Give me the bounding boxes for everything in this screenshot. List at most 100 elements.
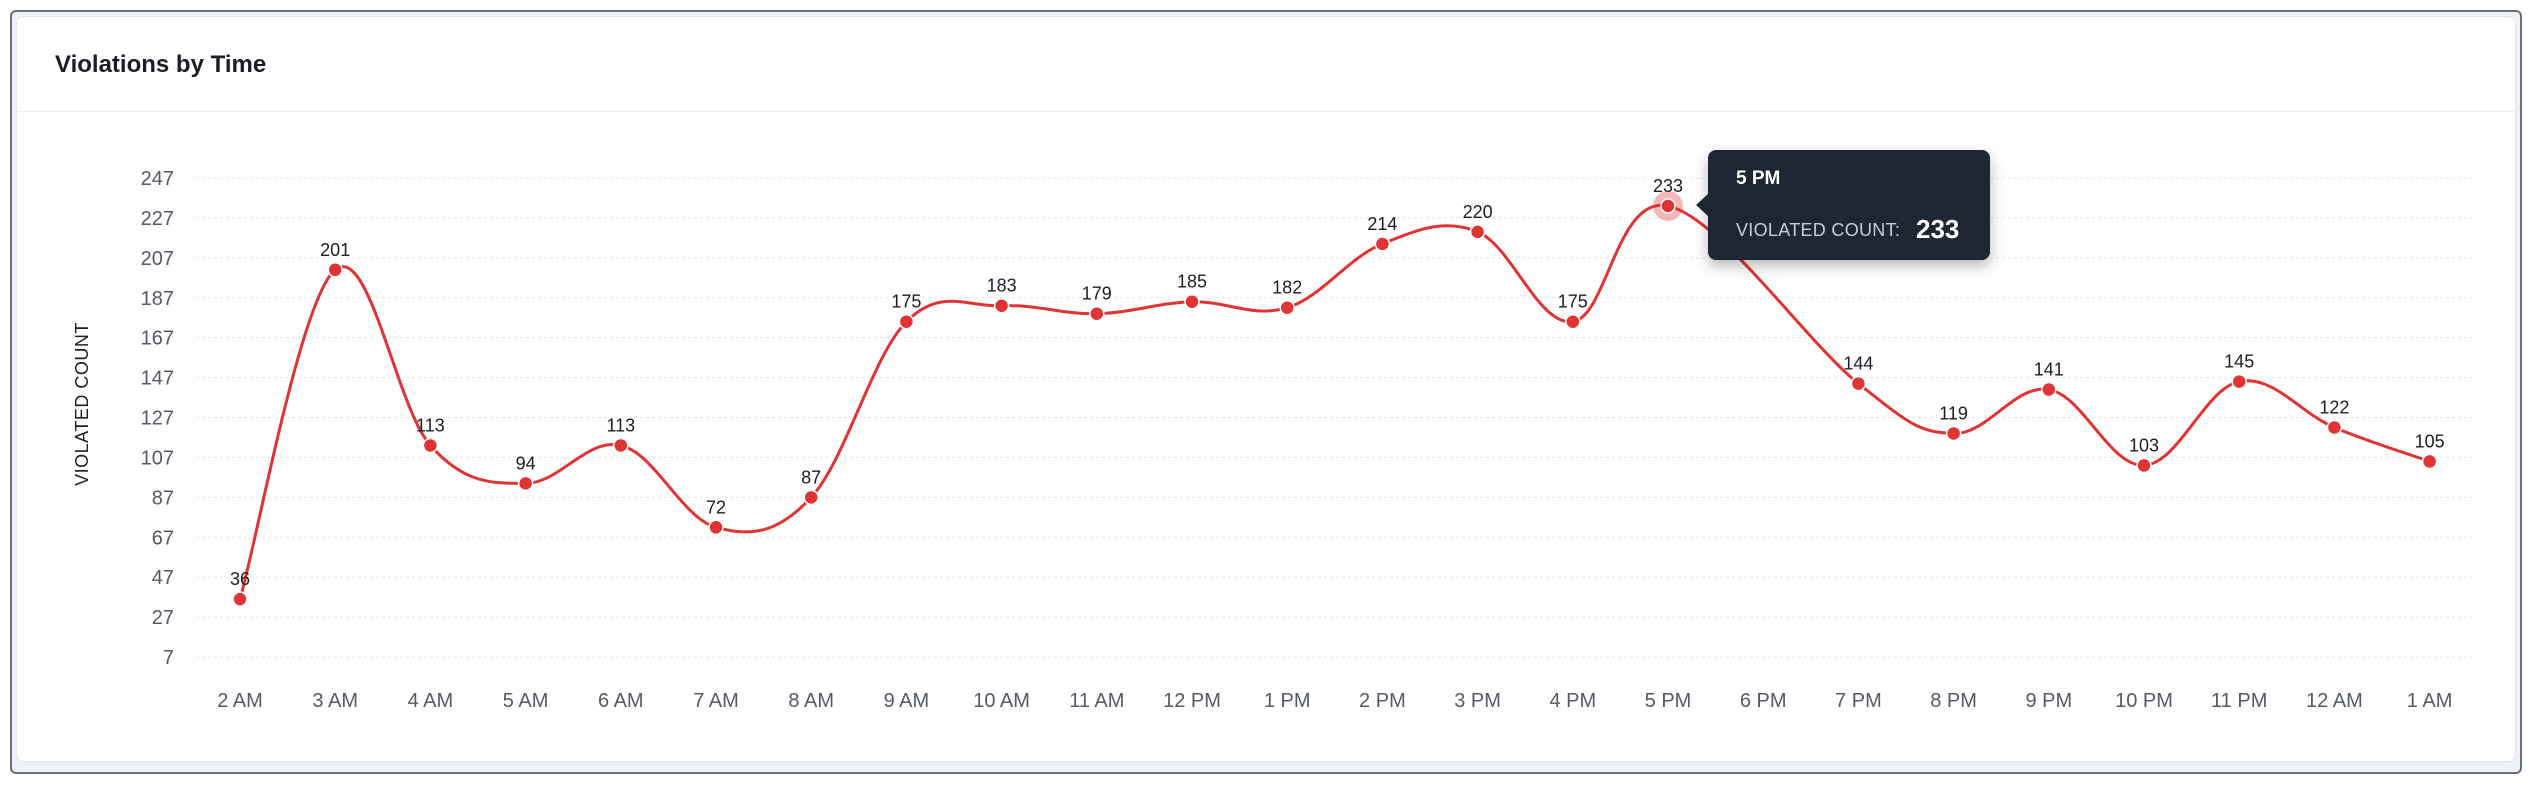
data-point[interactable] (708, 519, 724, 536)
y-tick-label: 207 (141, 248, 174, 270)
tooltip-label: VIOLATED COUNT: (1736, 220, 1901, 240)
x-tick-label: 5 AM (503, 690, 549, 712)
data-point[interactable] (1279, 299, 1295, 316)
data-point[interactable] (1469, 224, 1486, 240)
data-label: 119 (1939, 403, 1968, 423)
data-label: 183 (987, 276, 1017, 296)
series-line (238, 203, 2431, 600)
data-point[interactable] (803, 489, 819, 506)
y-tick-label: 247 (141, 168, 174, 190)
data-label: 175 (1558, 292, 1588, 312)
data-point[interactable] (898, 313, 915, 330)
data-point[interactable] (2041, 381, 2057, 398)
y-tick-label: 187 (141, 288, 174, 310)
x-tick-label: 5 PM (1645, 690, 1692, 712)
data-label: 113 (416, 415, 445, 435)
x-tick-label: 9 AM (884, 690, 930, 712)
series-line-path (238, 203, 2431, 600)
data-point[interactable] (232, 591, 248, 607)
data-point[interactable] (2136, 457, 2152, 474)
data-point[interactable] (1089, 305, 1105, 322)
x-tick-label: 1 PM (1264, 690, 1311, 712)
x-tick-label: 12 PM (1163, 690, 1221, 712)
data-point[interactable] (2421, 453, 2438, 470)
window-frame: Violations by Time (10, 10, 2522, 774)
x-tick-label: 6 AM (598, 690, 644, 712)
data-point[interactable] (1850, 375, 1867, 392)
grid-lines (196, 177, 2472, 658)
data-point[interactable] (422, 437, 439, 454)
y-tick-label: 227 (141, 208, 174, 230)
data-label: 122 (2319, 397, 2349, 417)
data-label: 220 (1463, 202, 1493, 222)
chart-tooltip: 5 PM VIOLATED COUNT: 233 (1696, 150, 1990, 260)
data-label: 105 (2415, 431, 2445, 451)
y-tick-label: 127 (141, 408, 174, 430)
data-point[interactable] (1374, 236, 1391, 252)
x-tick-label: 8 AM (788, 690, 834, 712)
x-tick-label: 3 AM (312, 690, 358, 712)
data-label: 185 (1177, 272, 1207, 292)
x-tick-label: 10 PM (2115, 690, 2173, 712)
y-tick-label: 107 (141, 447, 174, 469)
x-tick-label: 4 AM (408, 690, 454, 712)
data-point[interactable] (327, 262, 343, 278)
data-label: 94 (516, 453, 536, 473)
data-label: 214 (1367, 214, 1397, 234)
data-points[interactable] (232, 190, 2438, 607)
y-tick-label: 147 (141, 368, 174, 390)
data-label: 103 (2129, 435, 2159, 455)
x-tick-label: 10 AM (973, 690, 1030, 712)
x-tick-label: 7 AM (693, 690, 739, 712)
x-tick-label: 3 PM (1454, 690, 1501, 712)
data-label: 72 (706, 497, 726, 517)
data-point[interactable] (1945, 425, 1962, 442)
data-label: 87 (801, 467, 821, 487)
data-point[interactable] (1565, 313, 1581, 330)
y-tick-label: 67 (152, 527, 174, 549)
x-tick-label: 2 PM (1359, 690, 1406, 712)
x-tick-label: 7 PM (1835, 690, 1882, 712)
data-label: 179 (1082, 284, 1112, 304)
card-header: Violations by Time (17, 17, 2515, 112)
chart-card: Violations by Time (16, 16, 2516, 762)
x-tick-label: 11 PM (2211, 690, 2267, 712)
y-tick-label: 167 (141, 328, 174, 350)
y-tick-label: 47 (152, 567, 174, 589)
y-axis: 7 27 47 67 87 107 127 147 167 187 207 227 247 (141, 168, 174, 669)
x-tick-label: 9 PM (2025, 690, 2072, 712)
data-point[interactable] (2231, 373, 2247, 390)
data-label: 113 (606, 415, 635, 435)
y-tick-label: 87 (152, 487, 174, 509)
data-point[interactable] (613, 437, 629, 454)
data-point[interactable] (993, 297, 1010, 314)
x-tick-label: 6 PM (1740, 690, 1787, 712)
data-label: 141 (2034, 360, 2064, 380)
data-point[interactable] (517, 475, 534, 492)
y-tick-label: 27 (152, 607, 174, 629)
data-label: 182 (1272, 278, 1302, 298)
x-axis: 2 AM 3 AM 4 AM 5 AM 6 AM 7 AM 8 AM 9 AM 10 AM 11 … (217, 690, 2452, 712)
x-tick-label: 1 AM (2407, 690, 2453, 712)
data-point[interactable] (2326, 419, 2343, 436)
data-label: 144 (1843, 354, 1873, 374)
data-label: 175 (891, 292, 921, 312)
data-point[interactable] (1184, 293, 1200, 310)
x-tick-label: 12 AM (2306, 690, 2363, 712)
data-label: 36 (230, 569, 250, 589)
tooltip-title: 5 PM (1736, 168, 1781, 189)
x-tick-label: 11 AM (1069, 690, 1124, 712)
data-label: 233 (1653, 176, 1683, 196)
y-axis-title: VIOLATED COUNT (72, 322, 92, 486)
x-tick-label: 4 PM (1549, 690, 1596, 712)
data-point[interactable] (1660, 198, 1676, 214)
x-tick-label: 2 AM (217, 690, 263, 712)
data-label: 201 (320, 240, 350, 260)
tooltip-value: 233 (1916, 214, 1960, 244)
x-tick-label: 8 PM (1930, 690, 1977, 712)
y-tick-label: 7 (163, 647, 174, 669)
data-labels: 36 201 113 94 113 72 87 175 183 179 185 182 214 220 17… (230, 176, 2445, 589)
data-label: 145 (2224, 352, 2254, 372)
card-title: Violations by Time (55, 51, 267, 78)
